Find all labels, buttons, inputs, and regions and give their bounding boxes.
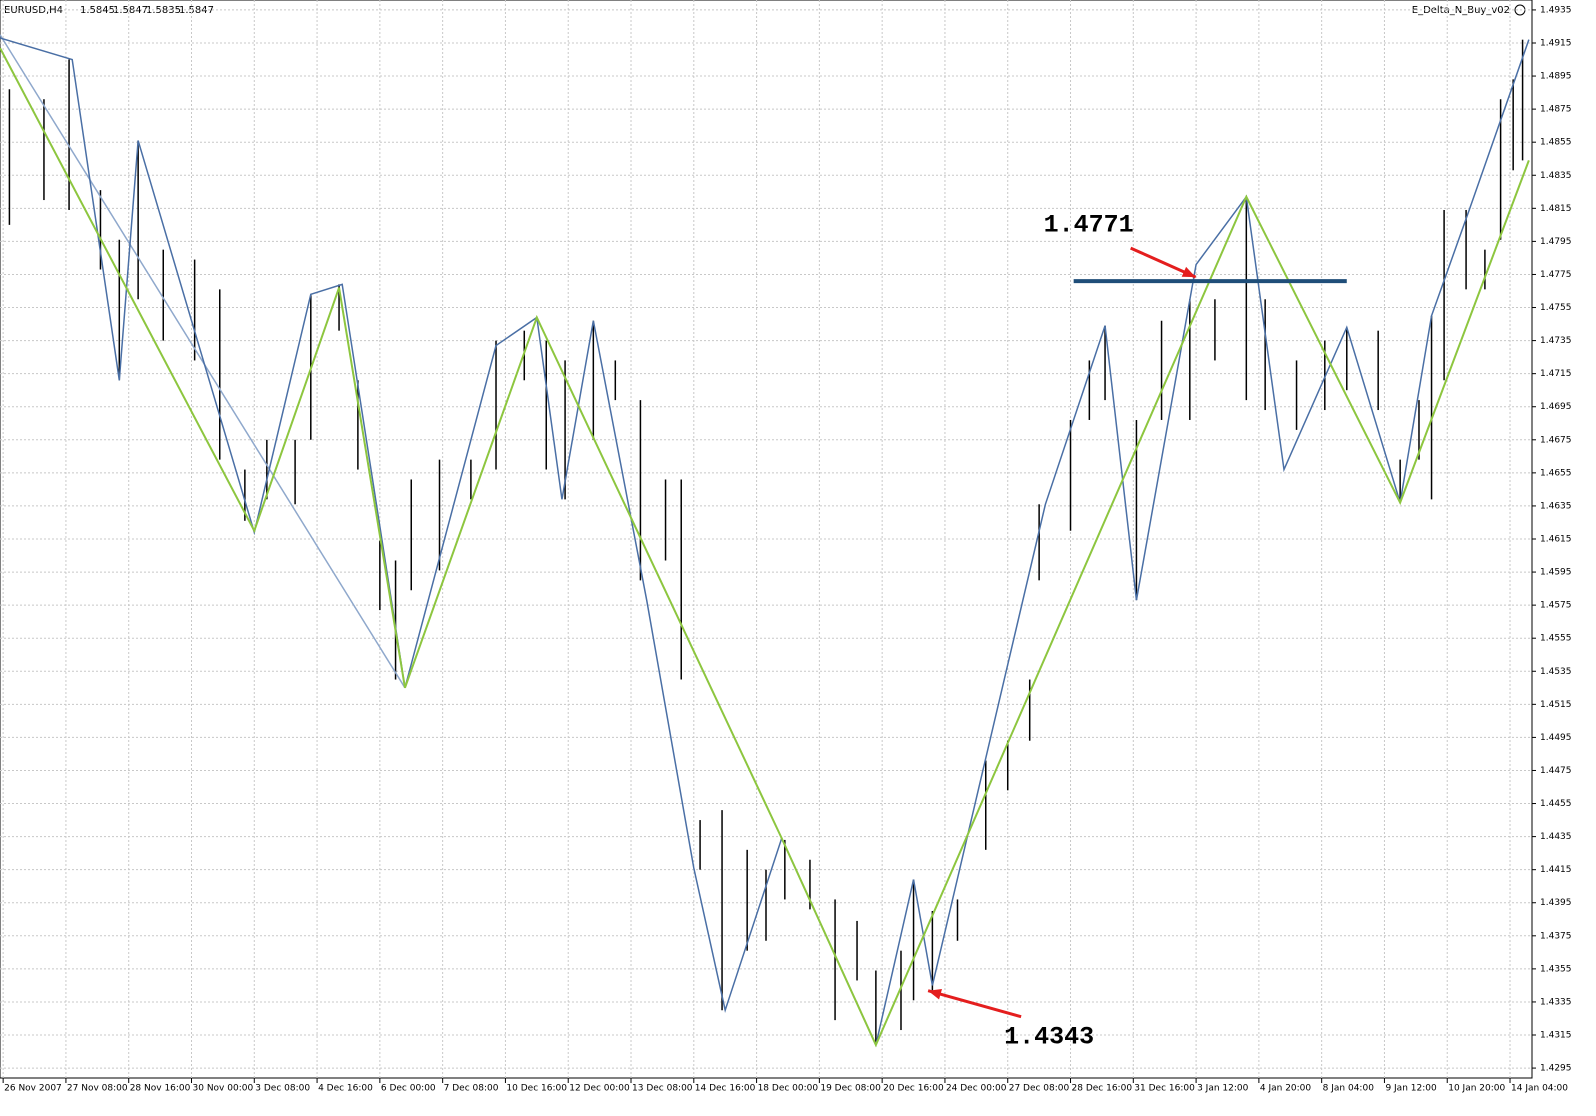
y-tick-label: 1.4815 (1540, 204, 1572, 214)
quote-value: 1.5845 (80, 5, 115, 16)
y-tick-label: 1.4435 (1540, 832, 1572, 842)
y-tick-label: 1.4655 (1540, 468, 1572, 478)
x-tick-label: 31 Dec 16:00 (1134, 1084, 1195, 1094)
y-tick-label: 1.4755 (1540, 303, 1572, 313)
x-tick-label: 4 Jan 20:00 (1260, 1084, 1312, 1094)
x-tick-label: 20 Dec 16:00 (883, 1084, 944, 1094)
y-tick-label: 1.4555 (1540, 634, 1572, 644)
y-tick-label: 1.4695 (1540, 402, 1572, 412)
y-tick-label: 1.4575 (1540, 601, 1572, 611)
y-tick-label: 1.4635 (1540, 501, 1572, 511)
x-tick-label: 12 Dec 00:00 (569, 1084, 630, 1094)
x-tick-label: 27 Nov 08:00 (67, 1084, 128, 1094)
y-tick-label: 1.4495 (1540, 733, 1572, 743)
x-tick-label: 30 Nov 00:00 (193, 1084, 254, 1094)
zigzag-line (0, 47, 1530, 1048)
x-tick-label: 14 Dec 16:00 (695, 1084, 756, 1094)
y-tick-label: 1.4835 (1540, 171, 1572, 181)
y-tick-label: 1.4775 (1540, 270, 1572, 280)
x-tick-label: 28 Nov 16:00 (130, 1084, 191, 1094)
x-tick-label: 3 Jan 12:00 (1197, 1084, 1249, 1094)
quote-value: 1.5847 (179, 5, 214, 16)
quote-value: 1.5847 (113, 5, 148, 16)
x-tick-label: 10 Jan 20:00 (1448, 1084, 1505, 1094)
x-tick-label: 13 Dec 08:00 (632, 1084, 693, 1094)
x-tick-label: 26 Nov 2007 (4, 1084, 62, 1094)
x-tick-label: 27 Dec 08:00 (1009, 1084, 1070, 1094)
annotation-arrow (927, 989, 1022, 1019)
zigzag-line (0, 34, 406, 689)
annotation-arrow-head (928, 988, 942, 1000)
y-tick-label: 1.4295 (1540, 1064, 1572, 1074)
y-tick-label: 1.4315 (1540, 1031, 1572, 1041)
x-tick-label: 6 Dec 00:00 (381, 1084, 436, 1094)
y-tick-label: 1.4395 (1540, 898, 1572, 908)
x-tick-label: 9 Jan 12:00 (1385, 1084, 1437, 1094)
x-tick-label: 8 Jan 04:00 (1323, 1084, 1375, 1094)
y-tick-label: 1.4795 (1540, 237, 1572, 247)
x-tick-label: 10 Dec 16:00 (506, 1084, 567, 1094)
x-tick-label: 18 Dec 00:00 (758, 1084, 819, 1094)
x-tick-label: 28 Dec 16:00 (1072, 1084, 1133, 1094)
zigzag-line (0, 37, 1530, 1048)
x-tick-label: 24 Dec 00:00 (946, 1084, 1007, 1094)
quote-value: 1.5835 (146, 5, 181, 16)
y-tick-label: 1.4455 (1540, 799, 1572, 809)
x-tick-label: 4 Dec 16:00 (318, 1084, 373, 1094)
y-tick-label: 1.4335 (1540, 997, 1572, 1007)
y-tick-label: 1.4935 (1540, 5, 1572, 15)
x-tick-label: 3 Dec 08:00 (255, 1084, 310, 1094)
x-tick-label: 19 Dec 08:00 (820, 1084, 881, 1094)
x-tick-label: 7 Dec 08:00 (444, 1084, 499, 1094)
y-tick-label: 1.4475 (1540, 766, 1572, 776)
y-tick-label: 1.4675 (1540, 435, 1572, 445)
y-tick-label: 1.4415 (1540, 865, 1572, 875)
annotation-label: 1.4343 (1004, 1022, 1094, 1051)
annotation-arrow-head (1181, 266, 1196, 278)
y-tick-label: 1.4895 (1540, 72, 1572, 82)
y-tick-label: 1.4735 (1540, 336, 1572, 346)
y-tick-label: 1.4715 (1540, 369, 1572, 379)
y-tick-label: 1.4875 (1540, 105, 1572, 115)
y-tick-label: 1.4375 (1540, 931, 1572, 941)
y-tick-label: 1.4595 (1540, 568, 1572, 578)
symbol: EURUSD,H4 (4, 5, 63, 16)
y-tick-label: 1.4355 (1540, 964, 1572, 974)
indicator-name: E_Delta_N_Buy_v02 (1412, 5, 1510, 16)
level-label: 1.4771 (1044, 211, 1134, 240)
y-tick-label: 1.4915 (1540, 38, 1572, 48)
y-tick-label: 1.4855 (1540, 138, 1572, 148)
y-tick-label: 1.4515 (1540, 700, 1572, 710)
y-tick-label: 1.4535 (1540, 667, 1572, 677)
y-tick-label: 1.4615 (1540, 535, 1572, 545)
x-tick-label: 14 Jan 04:00 (1511, 1084, 1568, 1094)
